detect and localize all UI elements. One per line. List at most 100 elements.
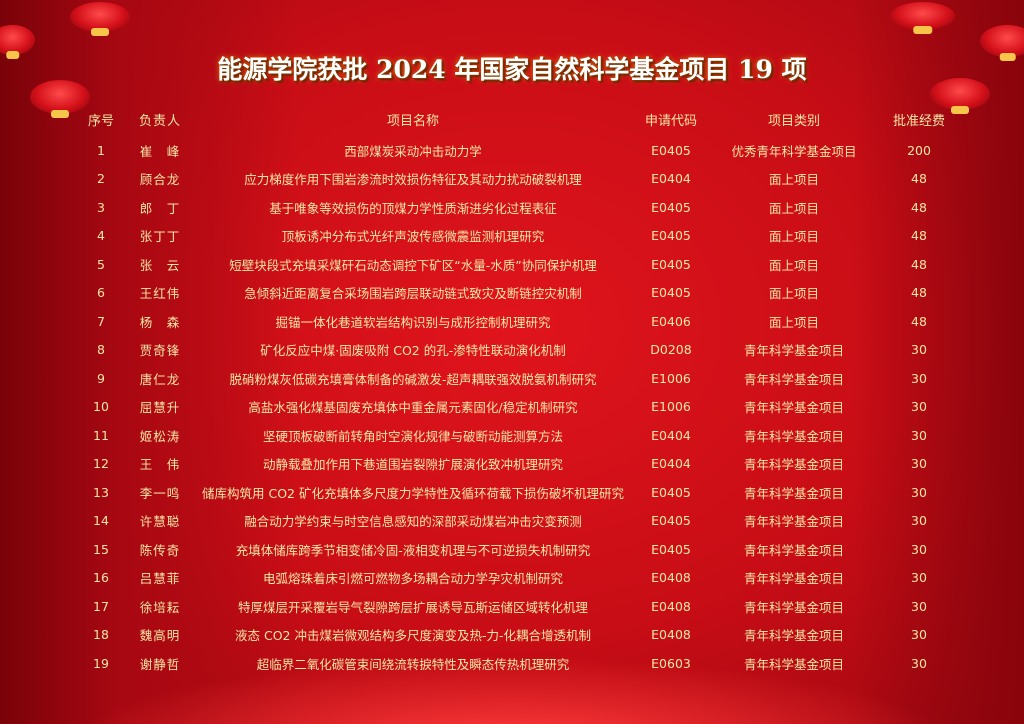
cell-project-name: 液态 CO2 冲击煤岩微观结构多尺度演变及热-力-化耦合增透机制 bbox=[235, 628, 591, 644]
cell-index: 11 bbox=[93, 427, 109, 443]
lantern-icon bbox=[980, 25, 1024, 57]
cell-funding: 30 bbox=[911, 399, 927, 415]
table-row: 14 许慧聪 融合动力学约束与时空信息感知的深部采动煤岩冲击灾变预测 E0405 青年科… bbox=[80, 507, 980, 536]
cell-index: 1 bbox=[97, 142, 105, 158]
lantern-icon bbox=[30, 80, 90, 114]
cell-category: 面上项目 bbox=[768, 286, 819, 302]
cell-index: 10 bbox=[93, 399, 109, 415]
left-decor-band bbox=[0, 0, 300, 724]
cell-category: 青年科学基金项目 bbox=[743, 343, 844, 359]
cell-code: E0405 bbox=[651, 199, 691, 215]
cell-funding: 48 bbox=[911, 171, 927, 187]
page-title: 能源学院获批 2024 年国家自然科学基金项目 19 项 bbox=[217, 55, 807, 84]
cell-index: 16 bbox=[93, 570, 109, 586]
cell-index: 5 bbox=[97, 256, 105, 272]
cell-funding: 48 bbox=[911, 313, 927, 329]
table-row: 3 郎 丁 基于唯象等效损伤的顶煤力学性质渐进劣化过程表征 E0405 面上项目 48 bbox=[80, 193, 980, 222]
table-row: 11 姬松涛 坚硬顶板破断前转角时空演化规律与破断动能测算方法 E0404 青年科学基金… bbox=[80, 421, 980, 450]
cell-leader: 李一鸣 bbox=[139, 485, 181, 501]
cell-code: E0408 bbox=[651, 570, 691, 586]
lantern-icon bbox=[930, 78, 990, 110]
header-leader: 负责人 bbox=[138, 113, 181, 129]
table-row: 15 陈传奇 充填体储库跨季节相变储冷固-液相变机理与不可逆损失机制研究 E0405 青… bbox=[80, 535, 980, 564]
cell-leader: 魏高明 bbox=[139, 628, 181, 644]
table-row: 17 徐培耘 特厚煤层开采覆岩导气裂隙跨层扩展诱导瓦斯运储区域转化机理 E0408 青年… bbox=[80, 592, 980, 621]
cell-index: 9 bbox=[97, 370, 105, 386]
table-row: 6 王红伟 急倾斜近距离复合采场围岩跨层联动链式致灾及断链控灾机制 E0405 面上项目… bbox=[80, 279, 980, 308]
cell-code: E0405 bbox=[651, 513, 691, 529]
cell-category: 青年科学基金项目 bbox=[743, 656, 844, 672]
cell-index: 18 bbox=[93, 627, 109, 643]
cell-code: E0405 bbox=[651, 142, 691, 158]
cell-category: 青年科学基金项目 bbox=[743, 371, 844, 387]
header-index: 序号 bbox=[87, 113, 114, 129]
lantern-icon bbox=[0, 25, 35, 55]
lantern-icon bbox=[890, 2, 955, 30]
cell-leader: 屈慧升 bbox=[139, 400, 181, 416]
cell-funding: 30 bbox=[911, 370, 927, 386]
cell-index: 3 bbox=[97, 199, 105, 215]
cell-funding: 30 bbox=[911, 570, 927, 586]
right-decor-band bbox=[854, 0, 1024, 724]
cell-code: E0405 bbox=[651, 541, 691, 557]
table-row: 19 谢静哲 超临界二氧化碳管束间绕流转捩特性及瞬态传热机理研究 E0603 青年科学基… bbox=[80, 649, 980, 678]
cell-code: E0404 bbox=[651, 171, 691, 187]
cell-code: E0405 bbox=[651, 484, 691, 500]
cell-funding: 48 bbox=[911, 285, 927, 301]
table-row: 16 吕慧菲 电弧熔珠着床引燃可燃物多场耦合动力学孕灾机制研究 E0408 青年科学基金… bbox=[80, 564, 980, 593]
cell-category: 青年科学基金项目 bbox=[743, 457, 844, 473]
cell-index: 13 bbox=[93, 484, 109, 500]
cell-leader: 王红伟 bbox=[139, 286, 181, 302]
table-row: 12 王 伟 动静载叠加作用下巷道围岩裂隙扩展演化致冲机理研究 E0404 青年科学基金… bbox=[80, 450, 980, 479]
cell-index: 17 bbox=[93, 598, 109, 614]
cell-index: 15 bbox=[93, 541, 109, 557]
table-row: 9 唐仁龙 脱硝粉煤灰低碳充填膏体制备的碱激发-超声耦联强效脱氨机制研究 E1006 青… bbox=[80, 364, 980, 393]
cell-index: 8 bbox=[97, 342, 105, 358]
cell-funding: 30 bbox=[911, 484, 927, 500]
cell-project-name: 掘锚一体化巷道软岩结构识别与成形控制机理研究 bbox=[275, 314, 551, 330]
cell-category: 青年科学基金项目 bbox=[743, 428, 844, 444]
cell-category: 面上项目 bbox=[768, 314, 819, 330]
cell-code: E0406 bbox=[651, 313, 691, 329]
cell-code: E0405 bbox=[651, 228, 691, 244]
cell-index: 6 bbox=[97, 285, 105, 301]
cell-leader: 谢静哲 bbox=[139, 656, 181, 672]
cell-category: 青年科学基金项目 bbox=[743, 628, 844, 644]
table-row: 2 顾合龙 应力梯度作用下围岩渗流时效损伤特征及其动力扰动破裂机理 E0404 面上项目… bbox=[80, 165, 980, 194]
cell-leader: 徐培耘 bbox=[139, 599, 181, 615]
cell-code: E0404 bbox=[651, 427, 691, 443]
cell-category: 面上项目 bbox=[768, 200, 819, 216]
header-project-name: 项目名称 bbox=[386, 113, 439, 129]
cell-project-name: 短壁块段式充填采煤矸石动态调控下矿区“水量-水质”协同保护机理 bbox=[229, 257, 597, 273]
cell-funding: 48 bbox=[911, 228, 927, 244]
cell-leader: 陈传奇 bbox=[139, 542, 181, 558]
bottom-glow bbox=[0, 644, 1024, 724]
lantern-icon bbox=[70, 2, 130, 32]
cell-project-name: 动静载叠加作用下巷道围岩裂隙扩展演化致冲机理研究 bbox=[262, 457, 563, 473]
cell-funding: 200 bbox=[907, 142, 931, 158]
cell-category: 青年科学基金项目 bbox=[743, 542, 844, 558]
cell-index: 4 bbox=[97, 228, 105, 244]
cell-leader: 杨 森 bbox=[139, 314, 181, 330]
table-row: 1 崔 峰 西部煤炭采动冲击动力学 E0405 优秀青年科学基金项目 200 bbox=[80, 136, 980, 165]
cell-project-name: 特厚煤层开采覆岩导气裂隙跨层扩展诱导瓦斯运储区域转化机理 bbox=[237, 599, 588, 615]
cell-leader: 贾奇锋 bbox=[139, 343, 181, 359]
table-header: 序号 负责人 项目名称 申请代码 项目类别 批准经费 bbox=[80, 108, 980, 130]
cell-index: 19 bbox=[93, 655, 109, 671]
cell-category: 面上项目 bbox=[768, 229, 819, 245]
cell-project-name: 基于唯象等效损伤的顶煤力学性质渐进劣化过程表征 bbox=[269, 200, 557, 216]
cell-code: E0408 bbox=[651, 598, 691, 614]
table-row: 5 张 云 短壁块段式充填采煤矸石动态调控下矿区“水量-水质”协同保护机理 E0405… bbox=[80, 250, 980, 279]
table-row: 18 魏高明 液态 CO2 冲击煤岩微观结构多尺度演变及热-力-化耦合增透机制 E04… bbox=[80, 621, 980, 650]
cell-index: 2 bbox=[97, 171, 105, 187]
cell-index: 7 bbox=[97, 313, 105, 329]
cell-funding: 30 bbox=[911, 627, 927, 643]
cell-funding: 48 bbox=[911, 199, 927, 215]
cell-category: 青年科学基金项目 bbox=[743, 514, 844, 530]
cell-code: E0405 bbox=[651, 256, 691, 272]
cell-project-name: 电弧熔珠着床引燃可燃物多场耦合动力学孕灾机制研究 bbox=[262, 571, 563, 587]
cell-leader: 张丁丁 bbox=[139, 229, 181, 245]
cell-category: 青年科学基金项目 bbox=[743, 485, 844, 501]
cell-project-name: 超临界二氧化碳管束间绕流转捩特性及瞬态传热机理研究 bbox=[256, 656, 570, 672]
header-funding: 批准经费 bbox=[892, 113, 945, 129]
